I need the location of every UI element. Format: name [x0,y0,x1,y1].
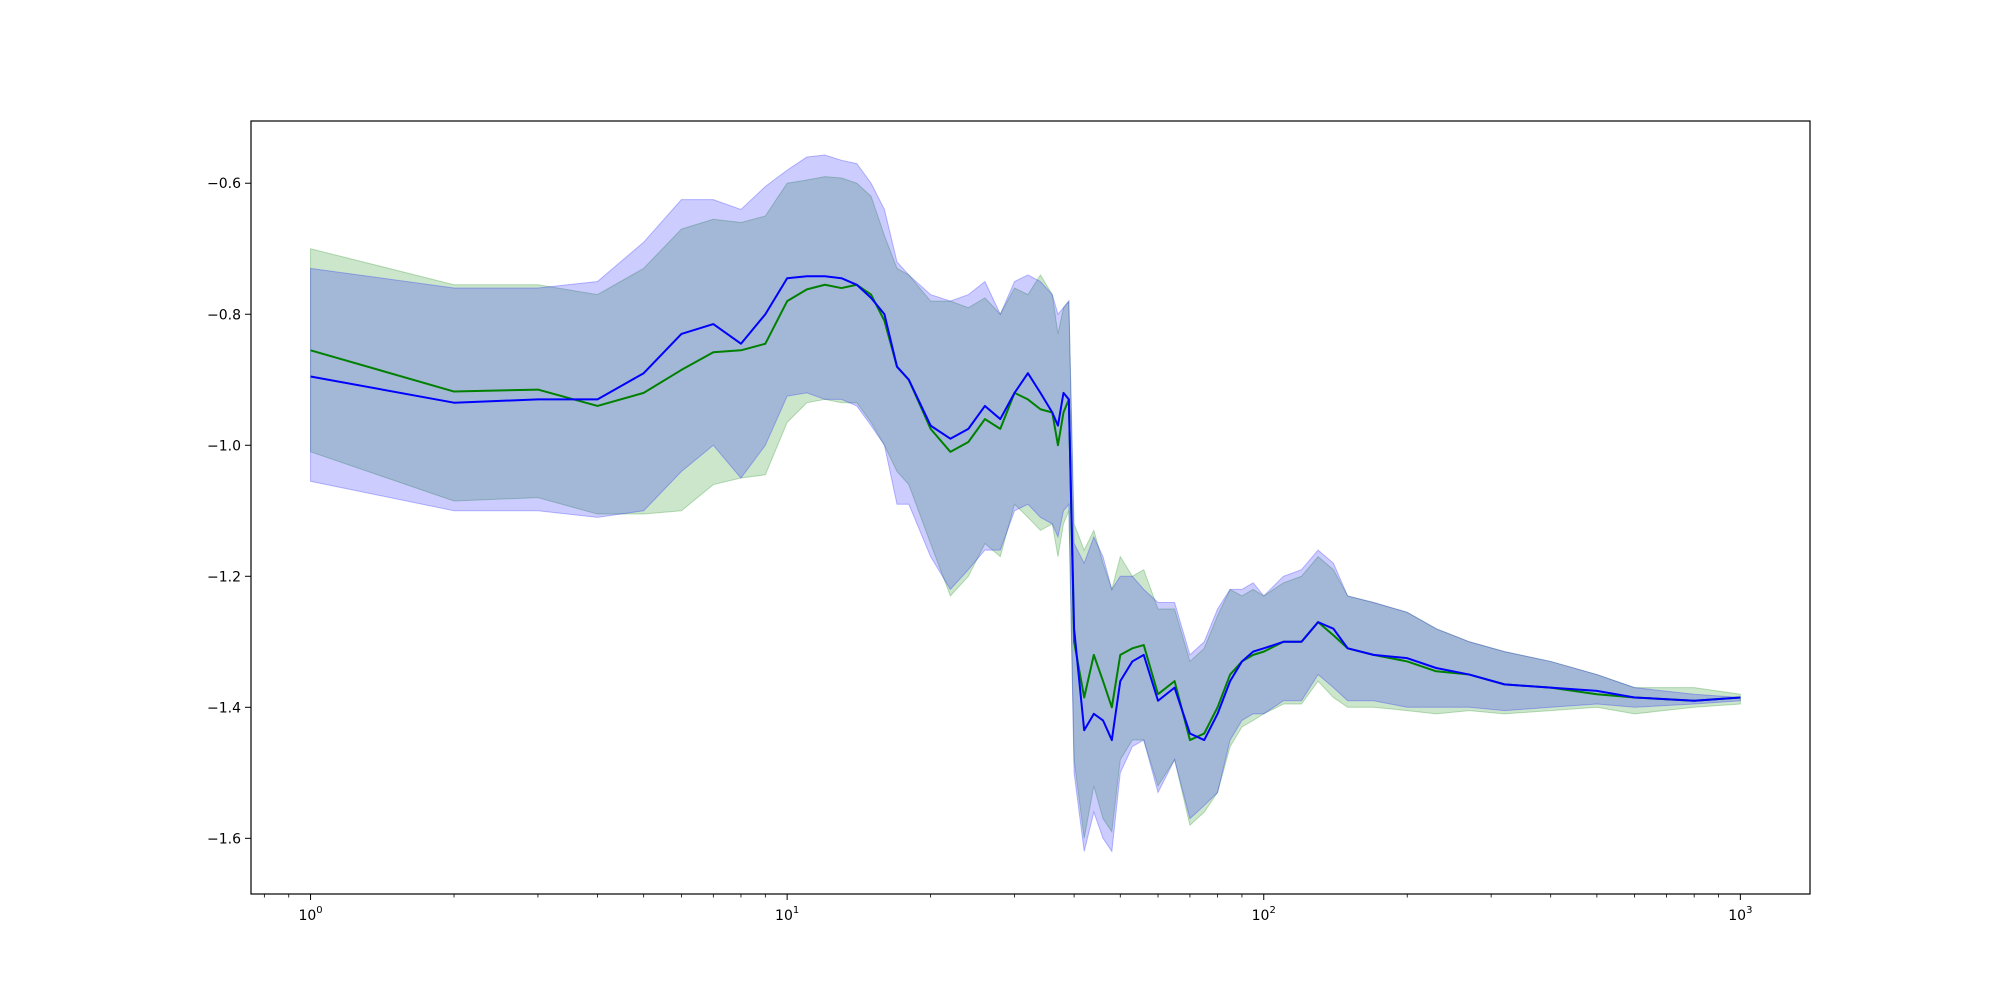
plot-area-frame [250,120,1811,895]
y-axis: −0.6 −0.8 −1.0 −1.2 −1.4 −1.6 [207,176,251,847]
y-tick-label: −0.6 [207,176,241,192]
y-tick-label: −1.6 [207,831,241,847]
x-tick-label: 101 [775,905,799,924]
x-tick-label: 103 [1728,905,1752,924]
y-tick-label: −1.0 [207,438,241,454]
x-tick-label: 100 [298,905,322,924]
y-tick-label: −0.8 [207,307,241,323]
x-axis: 100 101 102 103 [263,894,1752,924]
y-tick-label: −1.2 [207,569,241,585]
series-2-line [310,275,1741,742]
series-lines [310,275,1741,742]
confidence-bands [310,154,1741,853]
y-tick-label: −1.4 [207,700,241,716]
series-2-band [310,154,1741,853]
x-tick-label: 102 [1252,905,1276,924]
series-1-band [310,176,1741,839]
